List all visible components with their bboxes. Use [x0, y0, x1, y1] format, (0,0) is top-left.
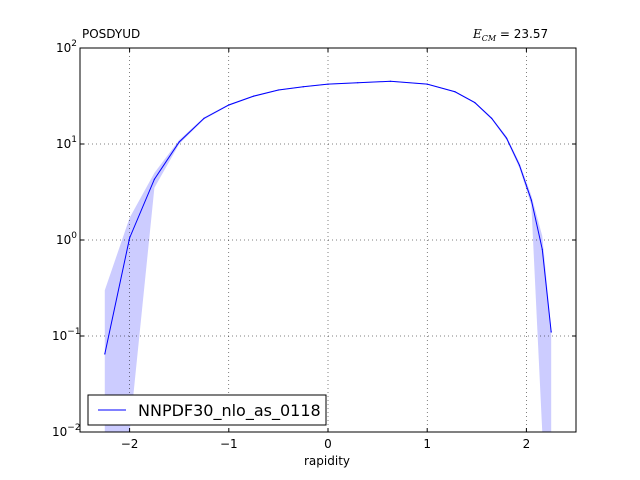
energy-symbol: E [472, 27, 482, 41]
data-point [327, 83, 329, 85]
x-tick-label: −1 [220, 437, 238, 451]
chart-title-right: ECM = 23.57 [472, 27, 548, 43]
data-point [104, 353, 106, 355]
y-tick-label: 100 [56, 231, 77, 247]
legend-entry-label: NNPDF30_nlo_as_0118 [138, 401, 321, 421]
x-tick-label: 2 [523, 437, 531, 451]
data-point [518, 164, 521, 166]
chart-title-left: POSDYUD [82, 27, 140, 41]
data-point [389, 80, 392, 82]
y-tick-label: 101 [56, 135, 77, 151]
legend-box [87, 394, 327, 426]
x-tick-label: −2 [121, 437, 139, 451]
data-point [129, 237, 131, 239]
data-point [550, 331, 552, 333]
data-point [203, 117, 205, 119]
data-point [357, 82, 359, 84]
y-tick-label: 10−1 [52, 327, 81, 343]
series-line-layer [104, 80, 552, 355]
data-point [491, 117, 493, 119]
data-point [426, 83, 428, 85]
y-tick-label: 10−2 [52, 423, 81, 439]
data-point [541, 248, 543, 250]
x-axis-ticks: −2 −1 0 1 2 [121, 48, 530, 451]
data-point [474, 101, 476, 104]
energy-value: = 23.57 [496, 27, 548, 41]
x-axis-label: rapidity [304, 454, 350, 468]
energy-subscript: CM [482, 34, 497, 43]
plot-area [79, 47, 577, 433]
data-point [505, 137, 508, 139]
data-point [277, 89, 279, 91]
data-point [302, 86, 304, 88]
y-axis-ticks: 10−2 10−1 100 101 102 [52, 39, 576, 439]
x-tick-label: 0 [324, 437, 332, 451]
data-point [454, 91, 456, 93]
data-point [153, 178, 155, 180]
data-point [530, 199, 532, 201]
y-tick-label: 102 [56, 39, 77, 55]
data-point [253, 95, 255, 97]
data-point [228, 104, 230, 106]
x-tick-label: 1 [423, 437, 431, 451]
data-point [178, 141, 180, 143]
legend: NNPDF30_nlo_as_0118 [87, 394, 327, 426]
